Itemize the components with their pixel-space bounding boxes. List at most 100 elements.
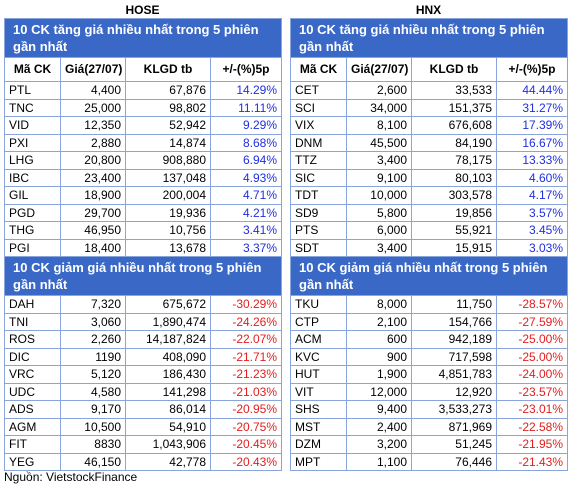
data-row: PTS 6,000 55,921 3.45% (290, 221, 569, 240)
price: 25,000 (60, 98, 126, 117)
data-row: YEG 46,150 42,778 -20.43% (4, 452, 283, 471)
change-pct: -22.07% (209, 330, 283, 349)
price: 1,100 (346, 452, 412, 471)
price: 8,000 (346, 295, 412, 314)
column-header: KLGD tb (125, 57, 211, 82)
table-body: 10 CK tăng giá nhiều nhất trong 5 phiên … (289, 18, 569, 471)
ticker: VIX (290, 116, 347, 135)
change-pct: -25.00% (495, 347, 569, 366)
change-pct: 14.29% (209, 81, 283, 100)
data-row: TKU 8,000 11,750 -28.57% (290, 295, 569, 314)
change-pct: 11.11% (209, 98, 283, 117)
price: 3,400 (346, 151, 412, 170)
price: 3,060 (60, 312, 126, 331)
data-row: SCI 34,000 151,375 31.27% (290, 98, 569, 117)
change-pct: 4.17% (495, 186, 569, 205)
change-pct: 13.33% (495, 151, 569, 170)
price: 5,800 (346, 203, 412, 222)
header-row: Mã CK Giá(27/07) KLGD tb +/-(%)5p (4, 57, 283, 82)
exchange-name: HOSE (125, 3, 160, 17)
price: 4,580 (60, 382, 126, 401)
volume: 12,920 (411, 382, 497, 401)
change-pct: 31.27% (495, 98, 569, 117)
volume: 84,190 (411, 133, 497, 152)
change-pct: -24.00% (495, 365, 569, 384)
price: 2,260 (60, 330, 126, 349)
stock-table: 10 CK tăng giá nhiều nhất trong 5 phiên … (3, 18, 283, 471)
ticker: AGM (4, 417, 61, 436)
volume: 717,598 (411, 347, 497, 366)
section-title-row: 10 CK tăng giá nhiều nhất trong 5 phiên … (289, 18, 569, 58)
ticker: TNI (4, 312, 61, 331)
stock-table: 10 CK tăng giá nhiều nhất trong 5 phiên … (289, 18, 569, 471)
ticker: TDT (290, 186, 347, 205)
data-row: LHG 20,800 908,880 6.94% (4, 151, 283, 170)
change-pct: -30.29% (209, 295, 283, 314)
volume: 19,936 (125, 203, 211, 222)
column-header: Giá(27/07) (346, 57, 412, 82)
change-pct: -22.58% (495, 417, 569, 436)
ticker: FIT (4, 435, 61, 454)
price: 7,320 (60, 295, 126, 314)
price: 2,600 (346, 81, 412, 100)
section-title: 10 CK tăng giá nhiều nhất trong 5 phiên … (289, 18, 569, 58)
change-pct: -27.59% (495, 312, 569, 331)
section-title-row: 10 CK tăng giá nhiều nhất trong 5 phiên … (3, 18, 283, 58)
change-pct: 17.39% (495, 116, 569, 135)
column-header: Mã CK (290, 57, 347, 82)
volume: 51,245 (411, 435, 497, 454)
change-pct: 3.03% (495, 238, 569, 257)
change-pct: -23.57% (495, 382, 569, 401)
data-row: KVC 900 717,598 -25.00% (290, 347, 569, 366)
change-pct: -21.03% (209, 382, 283, 401)
volume: 1,043,906 (125, 435, 211, 454)
price: 2,880 (60, 133, 126, 152)
data-row: THG 46,950 10,756 3.41% (4, 221, 283, 240)
volume: 13,678 (125, 238, 211, 257)
price: 12,000 (346, 382, 412, 401)
volume: 303,578 (411, 186, 497, 205)
ticker: DZM (290, 435, 347, 454)
section-title: 10 CK giảm giá nhiều nhất trong 5 phiên … (289, 256, 569, 296)
volume: 1,890,474 (125, 312, 211, 331)
price: 34,000 (346, 98, 412, 117)
price: 9,100 (346, 168, 412, 187)
table-body: 10 CK tăng giá nhiều nhất trong 5 phiên … (3, 18, 283, 471)
change-pct: -21.43% (495, 452, 569, 471)
source: Nguồn: VietstockFinance (4, 470, 138, 484)
ticker: PXI (4, 133, 61, 152)
price: 2,400 (346, 417, 412, 436)
data-row: IBC 23,400 137,048 4.93% (4, 168, 283, 187)
volume: 141,298 (125, 382, 211, 401)
volume: 42,778 (125, 452, 211, 471)
ticker: TTZ (290, 151, 347, 170)
data-row: MST 2,400 871,969 -22.58% (290, 417, 569, 436)
ticker: TKU (290, 295, 347, 314)
change-pct: 4.21% (209, 203, 283, 222)
data-row: DNM 45,500 84,190 16.67% (290, 133, 569, 152)
data-row: SIC 9,100 80,103 4.60% (290, 168, 569, 187)
price: 9,400 (346, 400, 412, 419)
price: 18,400 (60, 238, 126, 257)
volume: 80,103 (411, 168, 497, 187)
data-row: PXI 2,880 14,874 8.68% (4, 133, 283, 152)
data-row: VIX 8,100 676,608 17.39% (290, 116, 569, 135)
price: 10,500 (60, 417, 126, 436)
data-row: SHS 9,400 3,533,273 -23.01% (290, 400, 569, 419)
volume: 200,004 (125, 186, 211, 205)
section-title: 10 CK giảm giá nhiều nhất trong 5 phiên … (3, 256, 283, 296)
price: 18,900 (60, 186, 126, 205)
change-pct: 9.29% (209, 116, 283, 135)
volume: 67,876 (125, 81, 211, 100)
volume: 14,874 (125, 133, 211, 152)
data-row: CET 2,600 33,533 44.44% (290, 81, 569, 100)
data-row: TNC 25,000 98,802 11.11% (4, 98, 283, 117)
volume: 871,969 (411, 417, 497, 436)
volume: 86,014 (125, 400, 211, 419)
ticker: YEG (4, 452, 61, 471)
change-pct: 3.41% (209, 221, 283, 240)
section-title-row: 10 CK giảm giá nhiều nhất trong 5 phiên … (3, 256, 283, 296)
price: 1190 (60, 347, 126, 366)
change-pct: -25.00% (495, 330, 569, 349)
volume: 11,750 (411, 295, 497, 314)
